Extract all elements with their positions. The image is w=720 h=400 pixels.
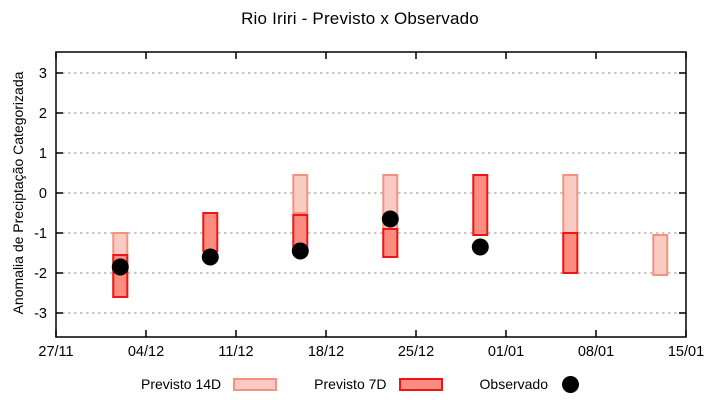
forecast-7d-bar <box>562 232 579 274</box>
x-tick-label: 08/01 <box>578 344 614 360</box>
forecast-7d-bar <box>202 212 219 252</box>
forecast-14d-bar <box>292 174 309 214</box>
observed-point <box>471 238 489 256</box>
x-tick-label: 25/12 <box>398 344 434 360</box>
legend-label-previsto-7d: Previsto 7D <box>314 376 387 392</box>
y-tick-label: 1 <box>39 146 47 162</box>
x-tick-label: 11/12 <box>218 344 253 360</box>
legend-swatch-previsto-14d <box>233 377 278 391</box>
y-tick-label: -3 <box>34 306 47 322</box>
legend-label-previsto-14d: Previsto 14D <box>141 376 222 392</box>
x-tick-label: 01/01 <box>488 344 524 360</box>
legend-marker-observado <box>562 375 579 393</box>
forecast-7d-bar <box>472 174 489 236</box>
y-tick-label: 2 <box>39 106 47 122</box>
legend: Previsto 14D Previsto 7D Observado <box>0 371 720 397</box>
y-tick-label: -2 <box>34 266 47 282</box>
y-tick-label: 0 <box>39 186 47 202</box>
observed-point <box>381 210 399 228</box>
observed-point <box>111 258 129 276</box>
x-tick-label: 27/11 <box>38 344 73 360</box>
legend-swatch-previsto-7d <box>398 377 443 391</box>
chart-title: Rio Iriri - Previsto x Observado <box>241 9 479 28</box>
x-tick-label: 18/12 <box>308 344 344 360</box>
y-tick-label: -1 <box>34 226 47 242</box>
legend-label-observado: Observado <box>479 376 548 392</box>
x-tick-label: 04/12 <box>128 344 164 360</box>
forecast-7d-bar <box>382 228 399 258</box>
forecast-14d-bar <box>652 234 669 276</box>
y-tick-label: 3 <box>39 66 47 82</box>
x-tick-label: 15/01 <box>668 344 704 360</box>
plot-border <box>55 51 687 338</box>
observed-point <box>201 248 219 266</box>
observed-point <box>291 242 309 260</box>
